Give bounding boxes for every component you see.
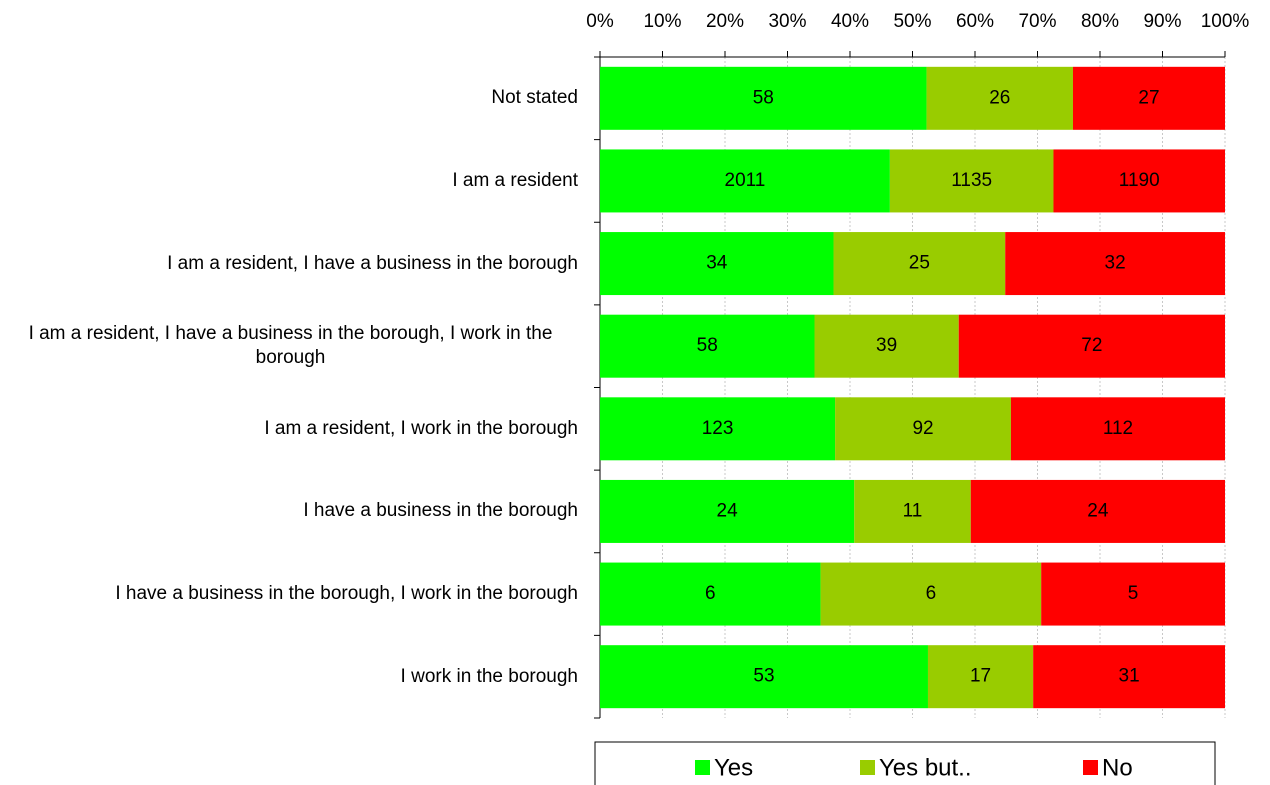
data-label: 6: [705, 583, 716, 604]
data-label: 58: [753, 87, 774, 108]
bar-segment: [600, 66, 927, 130]
bar-segment: [833, 232, 1006, 296]
bar-segment: [1041, 562, 1225, 626]
data-label: 26: [989, 87, 1010, 108]
x-tick-label: 0%: [586, 11, 614, 32]
legend-swatch: [1083, 760, 1098, 775]
x-tick-label: 70%: [1018, 11, 1056, 32]
y-tick-label: Not stated: [491, 87, 578, 109]
bar-segment: [927, 645, 1034, 709]
data-label: 6: [926, 583, 937, 604]
data-label: 17: [970, 666, 991, 687]
bar-segment: [600, 562, 821, 626]
bar-segment: [1072, 66, 1225, 130]
legend-label: Yes: [714, 754, 753, 781]
y-tick-label: I have a business in the borough, I work…: [115, 583, 578, 605]
y-tick-label: I am a resident, I work in the borough: [264, 417, 578, 439]
bar-segment: [600, 479, 855, 543]
data-label: 31: [1119, 666, 1140, 687]
x-tick-label: 40%: [831, 11, 869, 32]
bar-segment: [835, 397, 1011, 461]
data-label: 25: [909, 253, 930, 274]
bar-segment: [1005, 232, 1225, 296]
y-tick-label: I am a resident, I have a business in th…: [28, 323, 553, 369]
legend-swatch: [860, 760, 875, 775]
data-label: 5: [1128, 583, 1139, 604]
bar-segment: [600, 645, 928, 709]
bar-segment: [1033, 645, 1225, 709]
y-tick-label: I am a resident: [452, 169, 578, 191]
y-tick-label: I have a business in the borough: [303, 500, 578, 522]
bar-segment: [970, 479, 1225, 543]
x-tick-label: 50%: [893, 11, 931, 32]
bar-segment: [814, 314, 959, 378]
bar-segment: [889, 149, 1054, 213]
bar-segment: [958, 314, 1225, 378]
bar-segment: [854, 479, 971, 543]
data-label: 92: [912, 418, 933, 439]
x-tick-label: 100%: [1201, 11, 1250, 32]
data-label: 27: [1138, 87, 1159, 108]
data-label: 112: [1103, 418, 1133, 439]
data-label: 123: [702, 418, 734, 439]
bar-segment: [600, 397, 836, 461]
data-label: 11: [903, 500, 923, 521]
data-label: 39: [876, 335, 897, 356]
bar-segment: [820, 562, 1042, 626]
y-tick-label: I am a resident, I have a business in th…: [167, 252, 578, 274]
x-tick-label: 90%: [1143, 11, 1181, 32]
bar-segment: [600, 232, 834, 296]
x-tick-label: 30%: [768, 11, 806, 32]
bar-segment: [600, 149, 890, 213]
data-label: 2011: [725, 170, 766, 191]
data-label: 58: [697, 335, 718, 356]
bar-segment: [926, 66, 1073, 130]
y-tick-label: I work in the borough: [400, 665, 578, 687]
legend-swatch: [695, 760, 710, 775]
data-label: 53: [753, 666, 774, 687]
x-tick-label: 80%: [1081, 11, 1119, 32]
x-tick-label: 60%: [956, 11, 994, 32]
x-tick-label: 10%: [643, 11, 681, 32]
data-label: 24: [1087, 500, 1109, 521]
data-label: 24: [717, 500, 739, 521]
data-label: 1135: [951, 170, 992, 191]
bar-segment: [1010, 397, 1225, 461]
bar-segment: [1053, 149, 1225, 213]
bar-segment: [600, 314, 815, 378]
x-tick-label: 20%: [706, 11, 744, 32]
data-label: 32: [1105, 253, 1126, 274]
data-label: 34: [706, 253, 728, 274]
legend-label: Yes but..: [879, 754, 972, 781]
data-label: 1190: [1119, 170, 1160, 191]
legend-box: [594, 741, 1216, 785]
data-label: 72: [1081, 335, 1102, 356]
legend-label: No: [1102, 754, 1133, 781]
